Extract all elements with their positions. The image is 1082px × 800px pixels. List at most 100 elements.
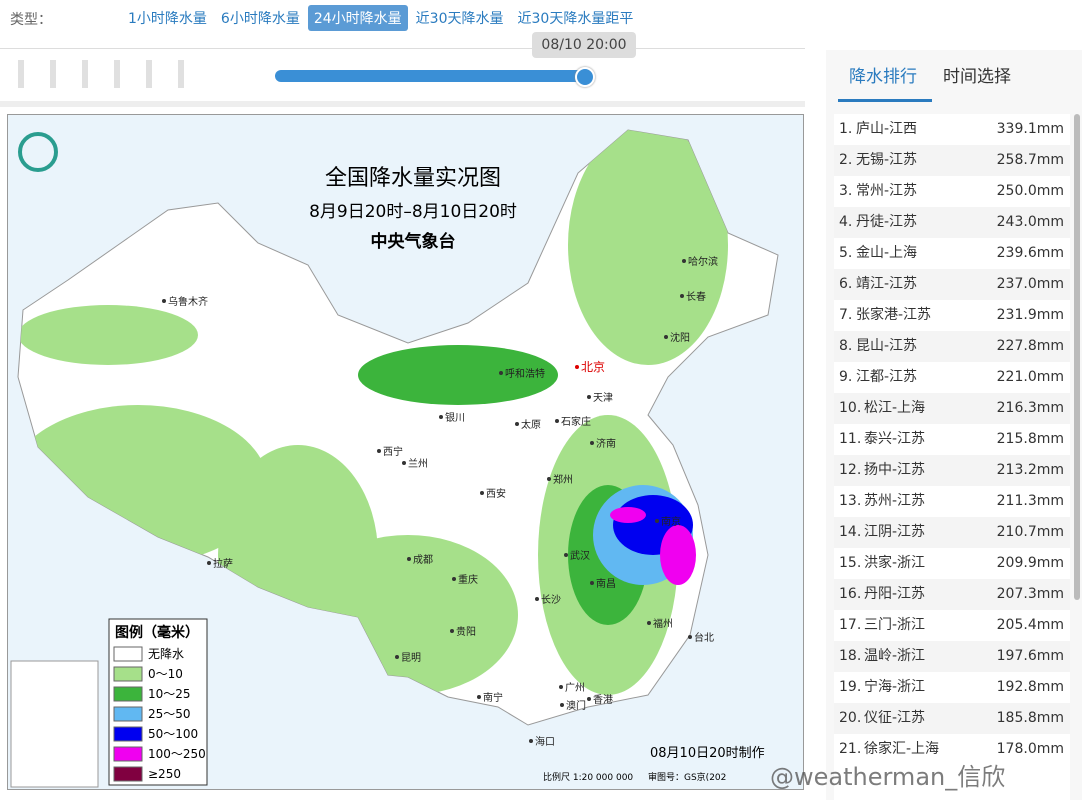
legend-label: 无降水 bbox=[148, 647, 184, 661]
divider bbox=[0, 101, 805, 107]
rank: 18. bbox=[839, 648, 862, 664]
approval: 审图号：GS京(202 bbox=[648, 771, 726, 783]
rank: 12. bbox=[839, 462, 862, 478]
ranking-row[interactable]: 17. 三门-浙江 205.4mm bbox=[834, 610, 1070, 641]
rain-value: 243.0mm bbox=[996, 214, 1064, 230]
city-label: 郑州 bbox=[553, 473, 573, 486]
station-name: 泰兴-江苏 bbox=[864, 431, 926, 447]
city-label: 武汉 bbox=[570, 549, 590, 562]
rank: 19. bbox=[839, 679, 862, 695]
city-label: 呼和浩特 bbox=[505, 368, 545, 380]
city-dot bbox=[395, 655, 399, 659]
map-agency: 中央气象台 bbox=[371, 231, 456, 252]
city-label: 南宁 bbox=[483, 691, 503, 704]
rain-value: 237.0mm bbox=[996, 276, 1064, 292]
city-dot bbox=[207, 561, 211, 565]
city-label: 香港 bbox=[593, 694, 613, 706]
ranking-row[interactable]: 14. 江阴-江苏 210.7mm bbox=[834, 517, 1070, 548]
ranking-row[interactable]: 6. 靖江-江苏 237.0mm bbox=[834, 269, 1070, 300]
rain-value: 231.9mm bbox=[996, 307, 1064, 323]
rank: 1. bbox=[839, 121, 853, 137]
ranking-row[interactable]: 7. 张家港-江苏 231.9mm bbox=[834, 300, 1070, 331]
station-name: 江都-江苏 bbox=[856, 369, 918, 385]
city-label: 成都 bbox=[413, 554, 433, 566]
city-label: 石家庄 bbox=[561, 415, 591, 428]
type-tab[interactable]: 近30天降水量 bbox=[415, 11, 504, 27]
city-dot bbox=[555, 419, 559, 423]
slider-track[interactable] bbox=[275, 70, 585, 82]
rain-value: 221.0mm bbox=[996, 369, 1064, 385]
rain-value: 210.7mm bbox=[996, 524, 1064, 540]
type-tab[interactable]: 6小时降水量 bbox=[220, 11, 300, 27]
rain-value: 207.3mm bbox=[996, 586, 1064, 602]
tab-underline bbox=[838, 99, 932, 102]
ranking-row[interactable]: 11. 泰兴-江苏 215.8mm bbox=[834, 424, 1070, 455]
ranking-row[interactable]: 8. 昆山-江苏 227.8mm bbox=[834, 331, 1070, 362]
rank: 10. bbox=[839, 400, 862, 416]
legend-swatch bbox=[113, 686, 143, 702]
blurred-labels bbox=[18, 60, 188, 88]
station-name: 江阴-江苏 bbox=[864, 524, 926, 540]
city-dot bbox=[559, 685, 563, 689]
ranking-row[interactable]: 12. 扬中-江苏 213.2mm bbox=[834, 455, 1070, 486]
city-dot bbox=[564, 553, 568, 557]
ranking-row[interactable]: 19. 宁海-浙江 192.8mm bbox=[834, 672, 1070, 703]
rank: 16. bbox=[839, 586, 862, 602]
ranking-row[interactable]: 10. 松江-上海 216.3mm bbox=[834, 393, 1070, 424]
city-label: 重庆 bbox=[458, 573, 478, 586]
ranking-row[interactable]: 4. 丹徒-江苏 243.0mm bbox=[834, 207, 1070, 238]
slider-handle[interactable] bbox=[575, 67, 595, 87]
station-name: 金山-上海 bbox=[856, 245, 918, 261]
station-name: 靖江-江苏 bbox=[856, 276, 918, 292]
city-dot bbox=[655, 519, 659, 523]
city-dot bbox=[499, 371, 503, 375]
panel-tab[interactable]: 降水排行 bbox=[849, 67, 917, 87]
ranking-row[interactable]: 1. 庐山-江西 339.1mm bbox=[834, 114, 1070, 145]
rain-value: 185.8mm bbox=[996, 710, 1064, 726]
rain-value: 197.6mm bbox=[996, 648, 1064, 664]
station-name: 仪征-江苏 bbox=[864, 710, 926, 726]
city-label: 南昌 bbox=[596, 577, 616, 590]
ranking-row[interactable]: 13. 苏州-江苏 211.3mm bbox=[834, 486, 1070, 517]
ranking-row[interactable]: 2. 无锡-江苏 258.7mm bbox=[834, 145, 1070, 176]
city-label: 北京 bbox=[581, 360, 605, 374]
city-label: 兰州 bbox=[408, 457, 428, 470]
ranking-row[interactable]: 9. 江都-江苏 221.0mm bbox=[834, 362, 1070, 393]
city-dot bbox=[377, 449, 381, 453]
rank: 5. bbox=[839, 245, 853, 261]
type-tab[interactable]: 近30天降水量距平 bbox=[517, 11, 634, 27]
station-name: 常州-江苏 bbox=[856, 183, 918, 199]
city-dot bbox=[587, 697, 591, 701]
station-name: 松江-上海 bbox=[864, 400, 926, 416]
ranking-row[interactable]: 18. 温岭-浙江 197.6mm bbox=[834, 641, 1070, 672]
scale: 比例尺 1:20 000 000 bbox=[543, 771, 633, 783]
rain-value: 205.4mm bbox=[996, 617, 1064, 633]
legend-swatch bbox=[113, 726, 143, 742]
rain-value: 239.6mm bbox=[996, 245, 1064, 261]
rank: 6. bbox=[839, 276, 853, 292]
legend-swatch bbox=[113, 646, 143, 662]
legend-swatch bbox=[113, 706, 143, 722]
type-tab[interactable]: 1小时降水量 bbox=[128, 11, 207, 27]
ranking-row[interactable]: 16. 丹阳-江苏 207.3mm bbox=[834, 579, 1070, 610]
map-title: 全国降水量实况图 bbox=[325, 166, 501, 191]
ranking-row[interactable]: 21. 徐家汇-上海 178.0mm bbox=[834, 734, 1070, 765]
rank: 7. bbox=[839, 307, 853, 323]
precip-map: 全国降水量实况图 8月9日20时–8月10日20时 中央气象台 图例（毫米） 无降… bbox=[7, 114, 804, 790]
rain-value: 258.7mm bbox=[996, 152, 1064, 168]
scrollbar bbox=[1074, 114, 1080, 600]
city-label: 哈尔滨 bbox=[688, 255, 718, 268]
ranking-row[interactable]: 15. 洪家-浙江 209.9mm bbox=[834, 548, 1070, 579]
ranking-row[interactable]: 3. 常州-江苏 250.0mm bbox=[834, 176, 1070, 207]
ranking-row[interactable]: 20. 仪征-江苏 185.8mm bbox=[834, 703, 1070, 734]
type-tab[interactable]: 24小时降水量 bbox=[307, 5, 408, 31]
panel-tab[interactable]: 时间选择 bbox=[943, 67, 1011, 87]
rank: 3. bbox=[839, 183, 853, 199]
ranking-row[interactable]: 5. 金山-上海 239.6mm bbox=[834, 238, 1070, 269]
city-dot bbox=[535, 597, 539, 601]
rain-value: 250.0mm bbox=[996, 183, 1064, 199]
rank: 13. bbox=[839, 493, 862, 509]
city-label: 西宁 bbox=[383, 445, 403, 458]
made-time: 08月10日20时制作 bbox=[650, 746, 765, 761]
